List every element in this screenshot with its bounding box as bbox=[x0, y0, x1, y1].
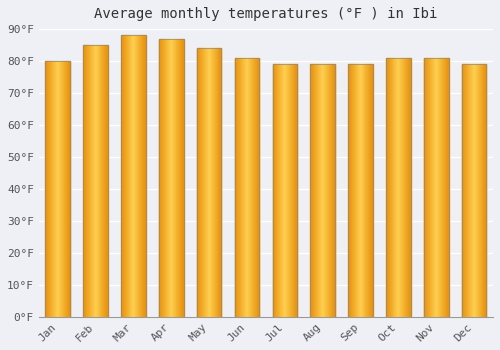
Bar bbox=[348, 64, 373, 317]
Bar bbox=[310, 64, 335, 317]
Bar bbox=[272, 64, 297, 317]
Bar bbox=[159, 38, 184, 317]
Bar bbox=[121, 35, 146, 317]
Bar bbox=[84, 45, 108, 317]
Bar bbox=[197, 48, 222, 317]
Bar bbox=[234, 58, 260, 317]
Bar bbox=[462, 64, 486, 317]
Bar bbox=[424, 58, 448, 317]
Title: Average monthly temperatures (°F ) in Ibi: Average monthly temperatures (°F ) in Ib… bbox=[94, 7, 438, 21]
Bar bbox=[386, 58, 410, 317]
Bar bbox=[46, 61, 70, 317]
